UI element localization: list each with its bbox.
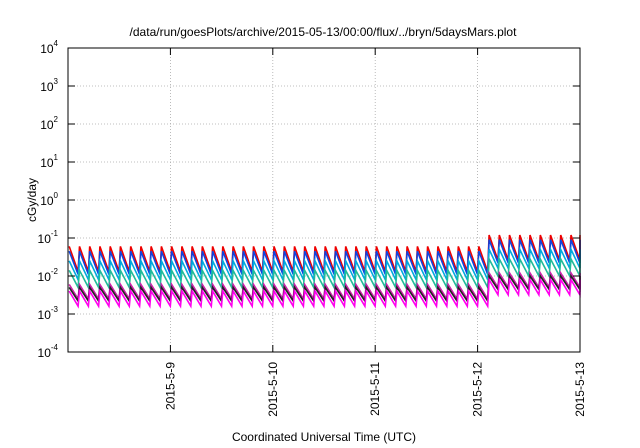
y-tick-label: 10-2	[38, 267, 59, 284]
y-tick-label: 10-1	[38, 229, 59, 246]
y-axis-label: cGy/day	[25, 178, 39, 222]
series-line	[68, 246, 581, 283]
series-group	[68, 234, 581, 309]
y-tick-labels: 10-4 10-3 10-2 10-1 100 101 102 103 104	[38, 39, 59, 360]
series-line	[68, 277, 581, 309]
series-line	[68, 239, 581, 275]
x-tick-labels: 2015-5-9 2015-5-10 2015-5-11 2015-5-12 2015-…	[163, 362, 587, 417]
y-tick-label: 100	[40, 191, 58, 208]
y-tick-label: 103	[40, 77, 58, 94]
series-line	[68, 256, 581, 291]
x-tick-label: 2015-5-12	[471, 362, 485, 417]
series-line	[68, 234, 581, 272]
x-tick-label: 2015-5-11	[368, 362, 382, 416]
y-tick-label: 101	[40, 153, 58, 170]
chart-title: /data/run/goesPlots/archive/2015-05-13/0…	[130, 25, 518, 39]
x-tick-label: 2015-5-10	[266, 362, 280, 417]
y-tick-label: 10-4	[38, 343, 59, 360]
series-line	[68, 270, 581, 302]
y-tick-label: 10-3	[38, 305, 59, 322]
x-tick-label: 2015-5-13	[573, 362, 587, 417]
tick-marks	[68, 47, 581, 353]
series-line	[68, 273, 581, 304]
x-axis-label: Coordinated Universal Time (UTC)	[232, 430, 416, 444]
y-tick-label: 102	[40, 115, 58, 132]
y-tick-label: 104	[40, 39, 58, 56]
x-tick-label: 2015-5-9	[163, 362, 177, 410]
